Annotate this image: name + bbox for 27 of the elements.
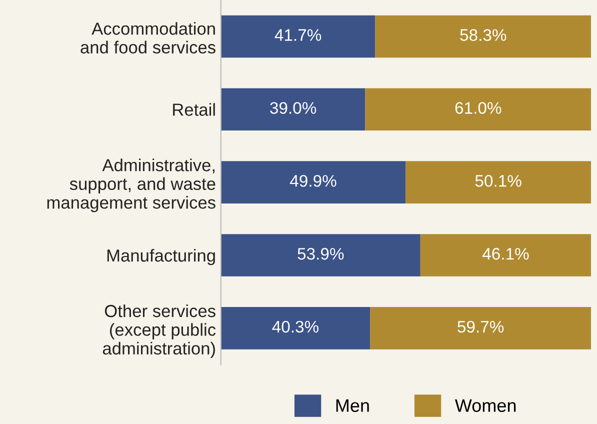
legend-label: Men bbox=[336, 399, 369, 412]
data-label: 49.9% bbox=[290, 174, 336, 187]
data-label: 46.1% bbox=[482, 248, 529, 260]
y-tick-label: Accommodation and food services bbox=[80, 22, 216, 54]
bar bbox=[220, 234, 420, 276]
bar bbox=[365, 88, 592, 131]
data-label: 58.3% bbox=[460, 29, 506, 41]
y-tick-label: Administrative, support, and waste management services bbox=[47, 158, 216, 212]
y-tick-label: Manufacturing bbox=[107, 248, 215, 266]
data-label: 40.3% bbox=[272, 320, 319, 333]
bar bbox=[370, 307, 592, 350]
y-tick-label: Other services (except public administration) bbox=[102, 304, 216, 358]
data-label: 39.0% bbox=[270, 102, 316, 114]
data-label: 41.7% bbox=[274, 29, 322, 41]
bar bbox=[220, 15, 376, 58]
legend-label: Women bbox=[454, 399, 516, 412]
bar bbox=[375, 15, 592, 58]
data-label: 53.9% bbox=[298, 248, 344, 260]
data-label: 61.0% bbox=[455, 102, 502, 114]
data-label: 50.1% bbox=[475, 174, 522, 187]
data-label: 59.7% bbox=[458, 320, 504, 333]
bar bbox=[220, 88, 366, 131]
bar bbox=[406, 161, 592, 204]
bar bbox=[220, 161, 406, 204]
y-tick-label: Retail bbox=[173, 103, 215, 116]
bar bbox=[420, 234, 592, 276]
bar bbox=[220, 307, 370, 350]
